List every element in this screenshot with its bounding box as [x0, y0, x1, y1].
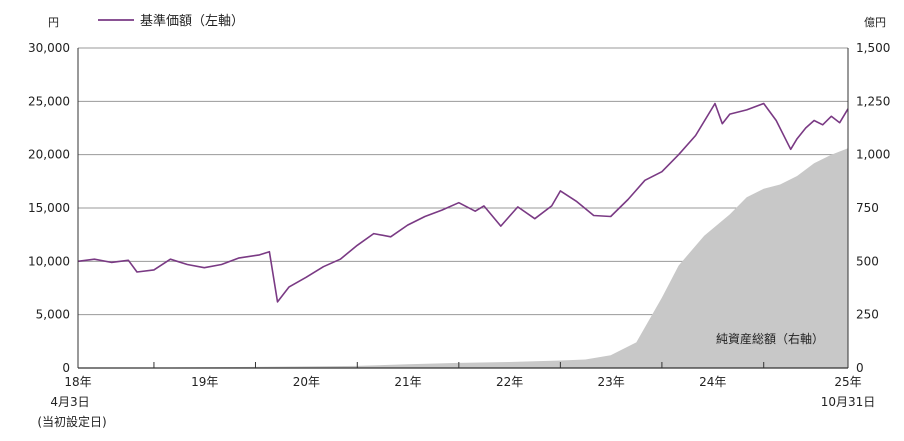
x-tick-label: 21年: [394, 375, 421, 389]
y-right-tick-label: 1,250: [856, 94, 890, 108]
x-tick-label: 22年: [496, 375, 523, 389]
nav-line-group: [77, 102, 849, 303]
x-tick-label: 23年: [597, 375, 624, 389]
y-left-tick-label: 20,000: [28, 148, 70, 162]
x-tick-label: 18年: [64, 375, 91, 389]
x-tick-label: 19年: [191, 375, 218, 389]
y-left-tick-label: 25,000: [28, 94, 70, 108]
aum-area: [78, 148, 848, 368]
right-unit-label: 億円: [864, 16, 886, 29]
nav-line: [77, 102, 849, 303]
x-tick-label: 24年: [699, 375, 726, 389]
y-left-tick-label: 30,000: [28, 41, 70, 55]
x-tick-label: 25年: [834, 375, 861, 389]
y-left-tick-label: 15,000: [28, 201, 70, 215]
y-right-tick-label: 250: [856, 308, 879, 322]
y-right-tick-label: 750: [856, 201, 879, 215]
axes: [77, 48, 849, 369]
aum-area-label: 純資産総額（右軸）: [716, 331, 824, 346]
end-date-label: 10月31日: [821, 395, 876, 409]
legend: 基準価額（左軸）: [98, 13, 244, 29]
start-date-label: 4月3日: [50, 395, 89, 409]
y-right-tick-label: 1,500: [856, 41, 890, 55]
tick-labels: 0 0 5,000 250 10,000 500 15,000 750 20,000 1,000 2…: [28, 16, 890, 429]
y-right-tick-label: 1,000: [856, 148, 890, 162]
aum-area-path: [78, 148, 848, 368]
y-right-tick-label: 500: [856, 254, 879, 268]
y-left-tick-label: 5,000: [36, 308, 70, 322]
y-left-tick-label: 0: [62, 361, 70, 375]
x-tick-label: 20年: [293, 375, 320, 389]
start-date-note: (当初設定日): [37, 414, 106, 429]
left-unit-label: 円: [48, 16, 59, 29]
y-left-tick-label: 10,000: [28, 254, 70, 268]
legend-label: 基準価額（左軸）: [140, 13, 244, 29]
y-right-tick-label: 0: [856, 361, 864, 375]
